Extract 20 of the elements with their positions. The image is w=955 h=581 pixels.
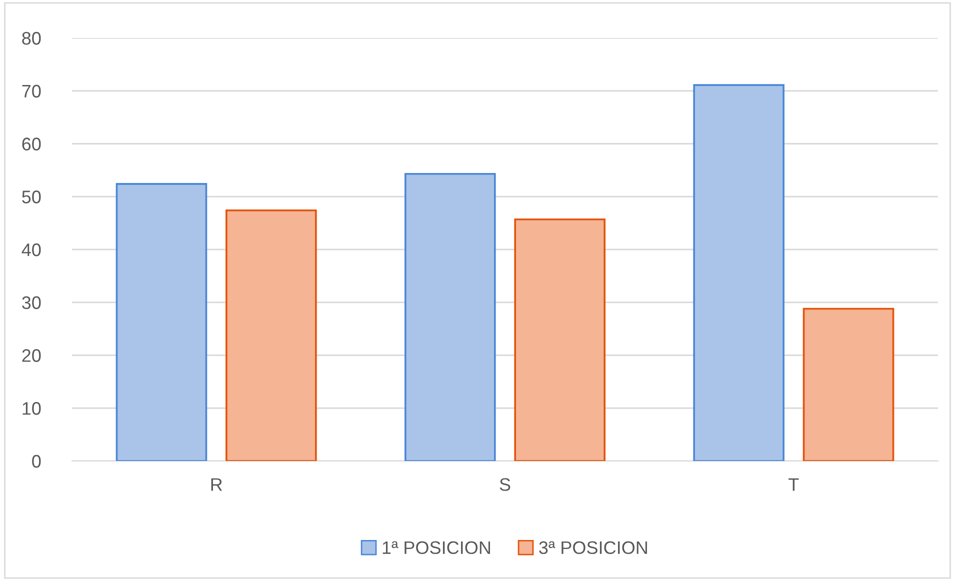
bar: [116, 183, 208, 461]
y-tick-label: 80: [22, 32, 41, 45]
legend-label: 1ª POSICION: [382, 541, 490, 554]
y-tick-label: 10: [22, 402, 41, 415]
x-tick-label: S: [500, 478, 510, 491]
legend-label: 3ª POSICION: [539, 541, 647, 554]
bar: [802, 308, 894, 461]
y-tick-label: 40: [22, 243, 41, 256]
y-tick-label: 50: [22, 190, 41, 204]
bar: [226, 209, 317, 461]
y-tick-label: 60: [22, 138, 41, 150]
x-tick-label: R: [211, 478, 222, 491]
bar: [693, 84, 784, 461]
bar: [404, 172, 496, 461]
x-tick-label: T: [788, 478, 799, 491]
y-tick-label: 0: [32, 454, 41, 468]
y-tick-label: 70: [22, 84, 41, 98]
y-tick-label: 30: [22, 296, 41, 310]
y-tick-label: 20: [22, 349, 41, 362]
bar: [514, 218, 606, 461]
